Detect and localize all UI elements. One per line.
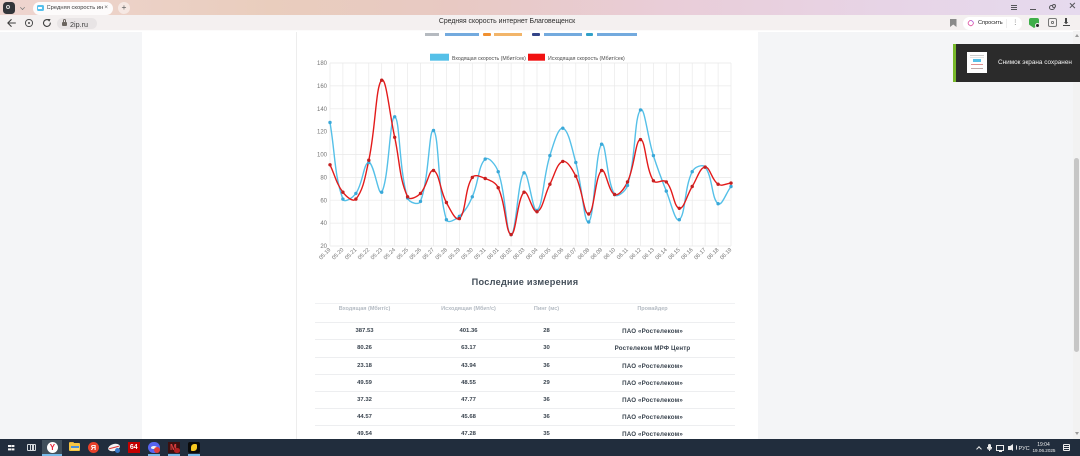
svg-text:06.11: 06.11 <box>616 247 630 261</box>
svg-text:05.29: 05.29 <box>448 247 462 261</box>
svg-text:05.25: 05.25 <box>396 247 410 261</box>
svg-text:06.12: 06.12 <box>629 247 643 261</box>
svg-text:Исходящая скорость (Мбит/сек): Исходящая скорость (Мбит/сек) <box>548 56 625 62</box>
svg-text:180: 180 <box>317 61 328 67</box>
svg-text:06.04: 06.04 <box>525 247 539 261</box>
svg-text:120: 120 <box>317 130 328 136</box>
svg-text:06.10: 06.10 <box>603 247 617 261</box>
svg-text:06.02: 06.02 <box>499 247 513 261</box>
svg-text:05.22: 05.22 <box>357 247 371 261</box>
svg-text:05.27: 05.27 <box>422 247 436 261</box>
svg-text:05.23: 05.23 <box>370 247 384 261</box>
svg-text:05.21: 05.21 <box>344 247 358 261</box>
svg-text:80: 80 <box>320 176 327 182</box>
svg-text:40: 40 <box>320 221 327 227</box>
svg-text:06.01: 06.01 <box>486 247 500 261</box>
svg-text:05.31: 05.31 <box>473 247 487 261</box>
svg-text:06.18: 06.18 <box>706 247 720 261</box>
svg-text:160: 160 <box>317 84 328 90</box>
svg-text:06.13: 06.13 <box>642 247 656 261</box>
svg-text:06.17: 06.17 <box>693 247 707 261</box>
svg-text:100: 100 <box>317 153 328 159</box>
svg-text:20: 20 <box>320 244 327 250</box>
svg-text:05.26: 05.26 <box>409 247 423 261</box>
svg-text:06.16: 06.16 <box>680 247 694 261</box>
svg-text:06.06: 06.06 <box>551 247 565 261</box>
svg-text:140: 140 <box>317 107 328 113</box>
svg-text:06.15: 06.15 <box>668 247 682 261</box>
svg-text:06.07: 06.07 <box>564 247 578 261</box>
svg-text:05.20: 05.20 <box>331 247 345 261</box>
svg-text:05.28: 05.28 <box>435 247 449 261</box>
svg-text:06.03: 06.03 <box>512 247 526 261</box>
svg-text:06.14: 06.14 <box>655 247 669 261</box>
svg-text:05.24: 05.24 <box>383 247 397 261</box>
svg-text:05.30: 05.30 <box>461 247 475 261</box>
svg-text:06.09: 06.09 <box>590 247 604 261</box>
svg-text:60: 60 <box>320 198 327 204</box>
svg-text:Входящая скорость (Мбит/сек): Входящая скорость (Мбит/сек) <box>452 56 526 62</box>
svg-text:06.08: 06.08 <box>577 247 591 261</box>
svg-text:06.05: 06.05 <box>538 247 552 261</box>
svg-text:06.19: 06.19 <box>719 247 733 261</box>
